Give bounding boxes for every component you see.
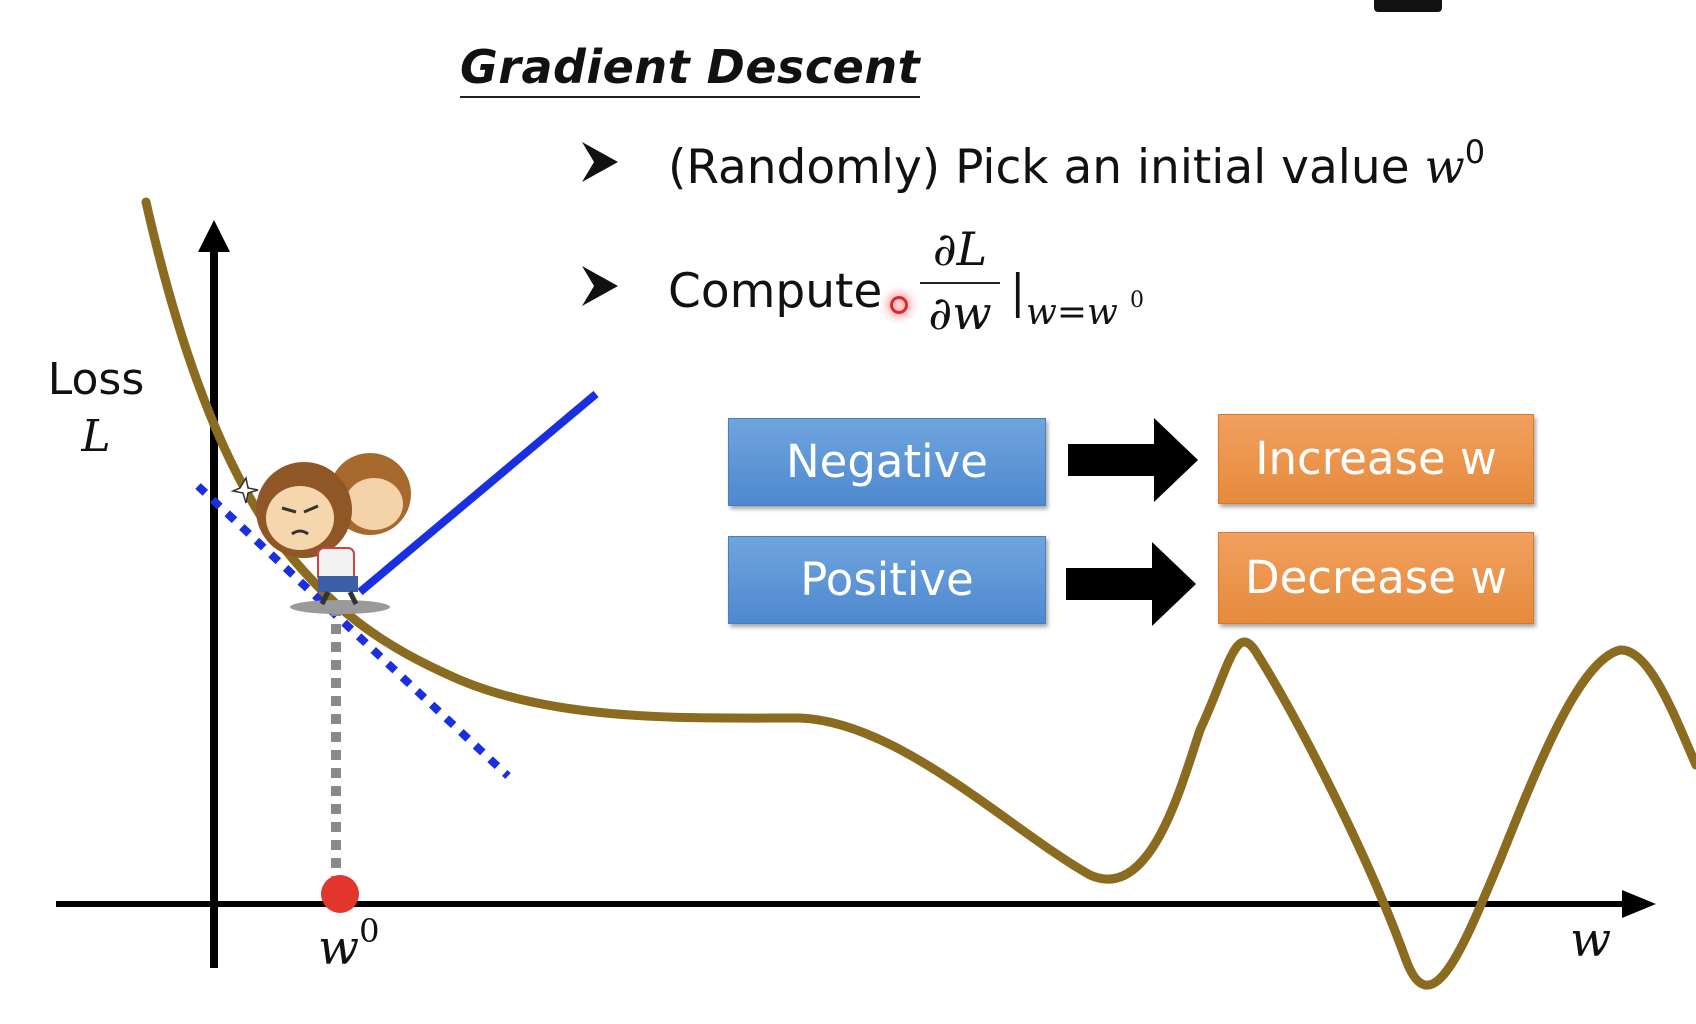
evaluation-subscript: w=w <box>1026 292 1118 333</box>
laser-pointer-icon <box>890 296 908 314</box>
derivative-denominator: ∂w <box>928 286 992 340</box>
increase-w-box: Increase w <box>1218 414 1534 504</box>
decrease-w-box: Decrease w <box>1218 532 1534 624</box>
initial-point-var: w <box>318 920 360 976</box>
bullet-pick-text: (Randomly) Pick an initial value <box>668 140 1425 195</box>
monkey-mascot-icon <box>230 453 411 614</box>
x-axis-label: w <box>1570 912 1612 968</box>
evaluation-bar: | <box>1010 264 1026 318</box>
y-axis-label: Loss L <box>36 354 156 462</box>
evaluation-superscript: 0 <box>1130 288 1144 313</box>
right-arrow-icon <box>1066 542 1196 626</box>
derivative-numerator: ∂L <box>932 222 988 276</box>
initial-point-label: w0 <box>318 912 379 976</box>
bullet-pick-sup: 0 <box>1464 133 1486 171</box>
negative-box: Negative <box>728 418 1046 506</box>
right-arrow-icon <box>1068 418 1198 502</box>
arrowhead-bullet-icon <box>582 266 618 306</box>
loss-curve <box>141 197 1696 990</box>
initial-point-marker <box>321 875 359 913</box>
slide-title: Gradient Descent <box>460 40 921 98</box>
y-axis-label-loss: Loss <box>47 354 145 405</box>
bullet-pick-var: w <box>1424 140 1465 195</box>
window-edge-bar <box>1374 0 1442 12</box>
fraction-bar <box>920 282 1000 284</box>
arrowhead-bullet-icon <box>582 142 618 182</box>
bullet-compute-text: Compute <box>668 264 883 319</box>
tangent-solid-line <box>357 390 599 596</box>
x-axis-arrowhead <box>1622 890 1656 918</box>
initial-point-sup: 0 <box>359 912 380 950</box>
y-axis-arrowhead <box>198 220 230 252</box>
positive-box: Positive <box>728 536 1046 624</box>
y-axis-label-symbol: L <box>81 411 111 462</box>
